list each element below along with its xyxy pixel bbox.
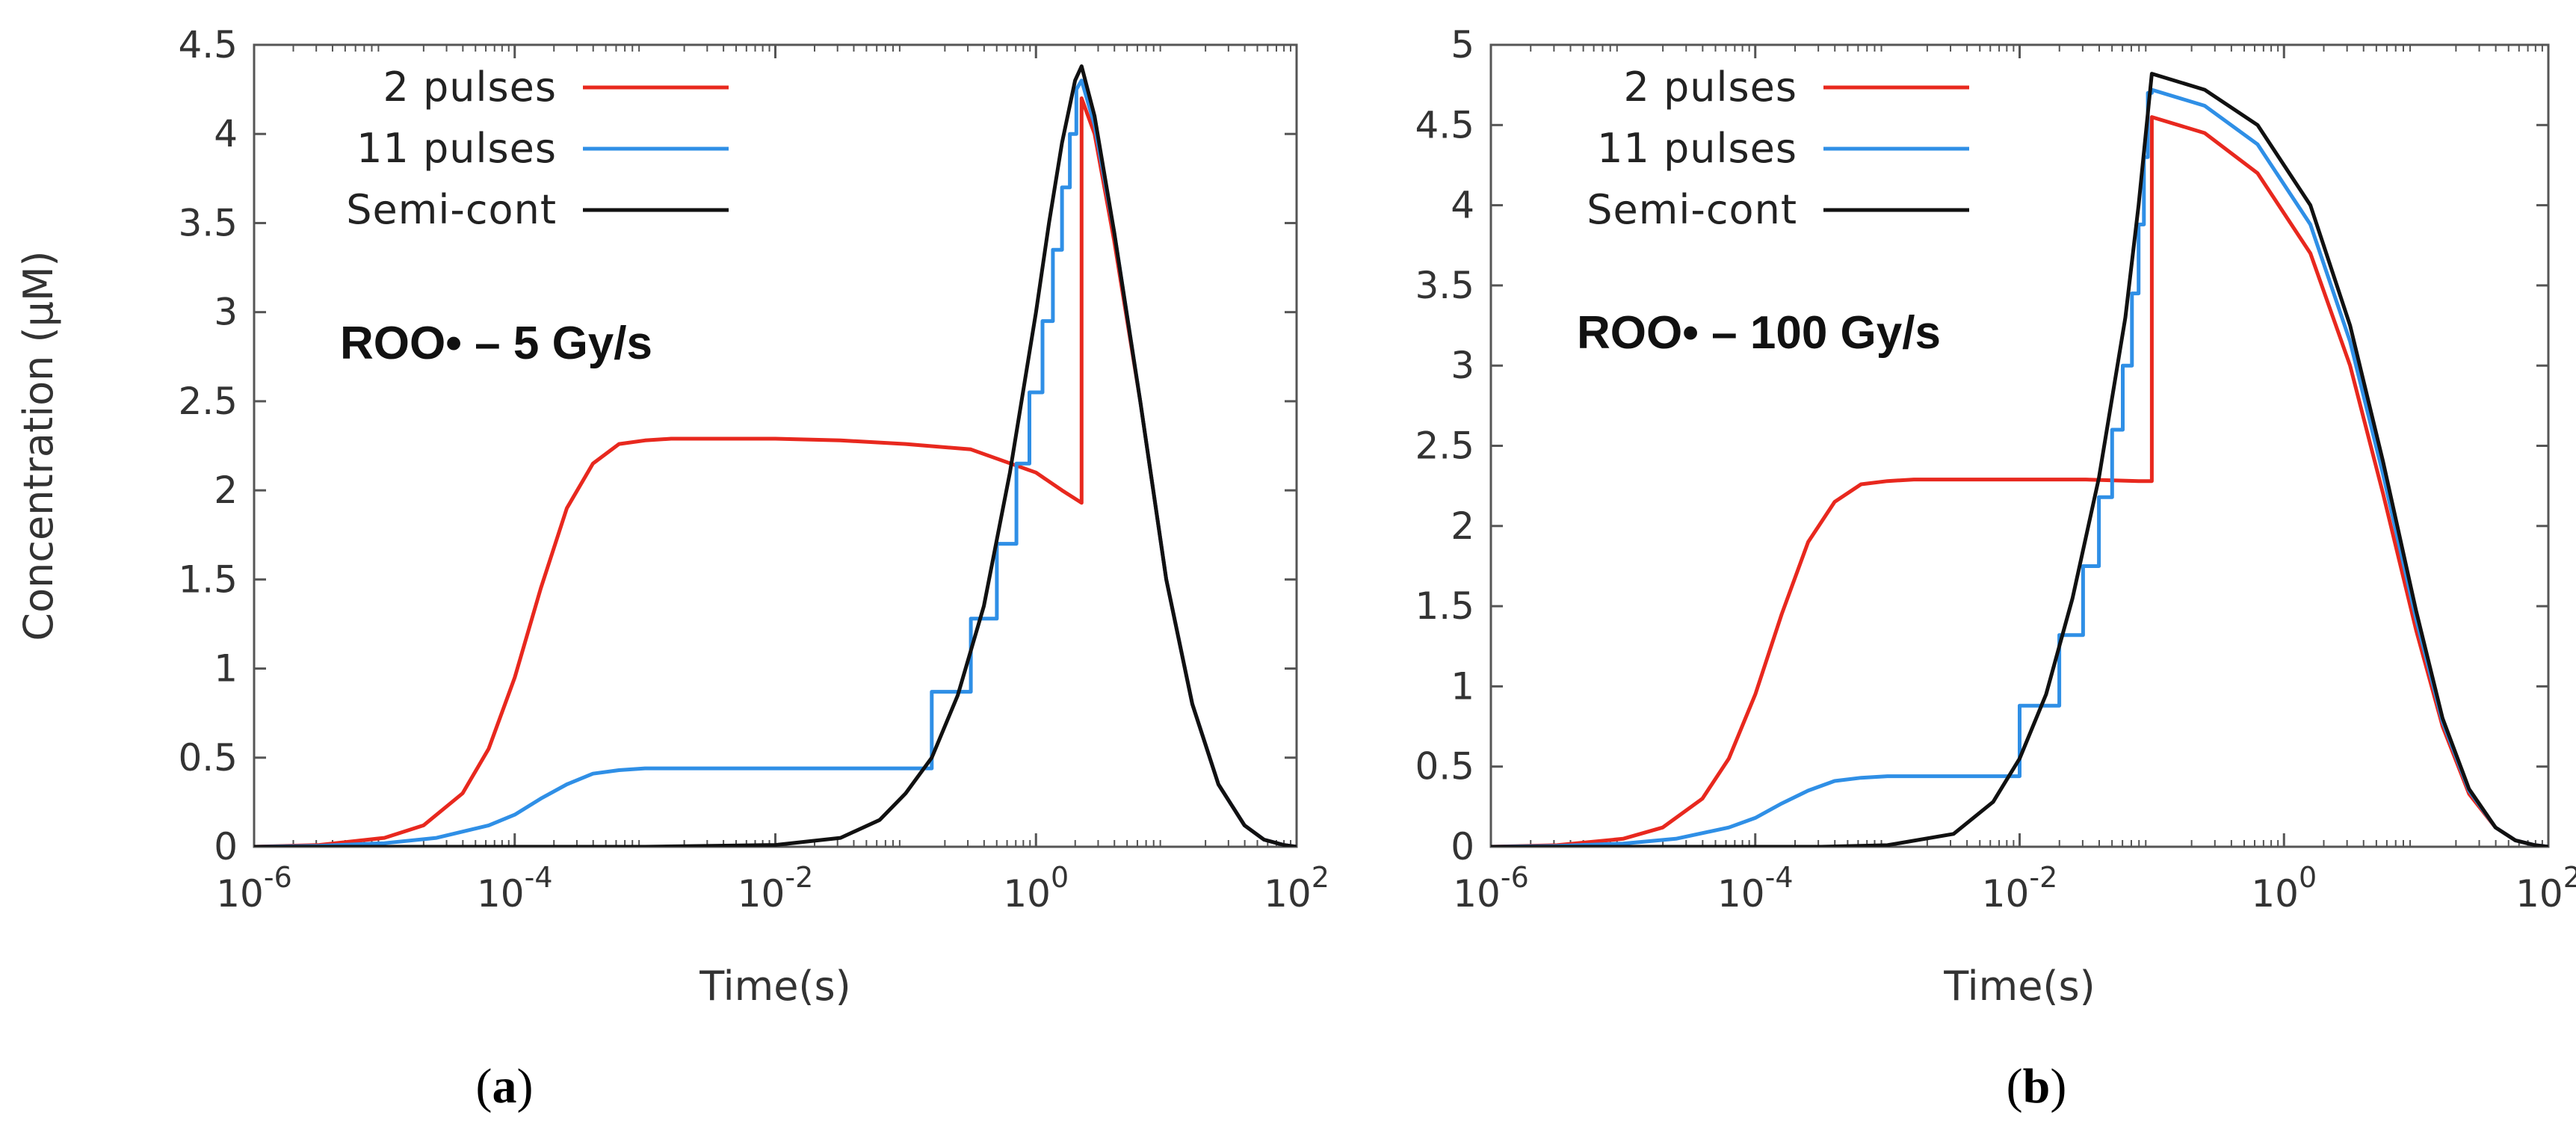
y-tick-label: 3 xyxy=(214,291,238,334)
x-tick-exponent: -4 xyxy=(525,861,553,894)
panel-label-paren: ( xyxy=(2007,1059,2023,1114)
x-tick-label: 10-2 xyxy=(1982,861,2058,916)
legend-label: 2 pulses xyxy=(1623,64,1797,111)
x-tick-exponent: -6 xyxy=(1501,861,1529,894)
legend-label: Semi-cont xyxy=(1587,186,1797,233)
x-tick-exponent: -2 xyxy=(2029,861,2057,894)
x-tick-label: 100 xyxy=(1003,861,1069,916)
x-tick-base: 10 xyxy=(738,872,785,916)
panel-label: (b) xyxy=(2007,1059,2067,1114)
semi-cont-line xyxy=(254,64,1297,847)
x-tick-exponent: -4 xyxy=(1765,861,1794,894)
x-tick-label: 10-4 xyxy=(1717,861,1794,916)
x-tick-base: 10 xyxy=(1003,872,1051,916)
x-tick-base: 10 xyxy=(1717,872,1765,916)
legend-label: 2 pulses xyxy=(383,64,557,111)
x-tick-label: 10-6 xyxy=(216,861,292,916)
y-tick-label: 3.5 xyxy=(178,201,238,244)
y-tick-label: 1 xyxy=(214,647,238,691)
x-tick-base: 10 xyxy=(2515,872,2563,916)
x-axis-label: Time(s) xyxy=(699,963,850,1010)
legend-label: 11 pulses xyxy=(1597,125,1797,172)
chart-annotation: ROO• – 5 Gy/s xyxy=(340,318,652,369)
y-tick-label: 2 xyxy=(1451,504,1474,548)
y-tick-label: 1.5 xyxy=(178,558,238,601)
x-tick-exponent: 0 xyxy=(2299,861,2317,894)
y-axis-label: Concentration (µM) xyxy=(15,250,62,640)
y-tick-label: 2.5 xyxy=(1415,425,1474,468)
y-tick-label: 0.5 xyxy=(178,736,238,779)
x-tick-exponent: -6 xyxy=(264,861,292,894)
panel-a: 00.511.522.533.544.510-6 10-4 10-2 100 102Ti… xyxy=(15,23,1329,1114)
y-tick-label: 3 xyxy=(1451,344,1474,387)
y-tick-label: 0 xyxy=(214,825,238,868)
x-axis-label: Time(s) xyxy=(1943,963,2095,1010)
y-tick-label: 2 xyxy=(214,469,238,512)
panel-label-letter: b xyxy=(2023,1059,2051,1114)
semi-cont-line xyxy=(1491,72,2548,847)
y-tick-label: 2.5 xyxy=(178,380,238,423)
panel-label-paren: ( xyxy=(476,1059,492,1114)
x-tick-base: 10 xyxy=(216,872,264,916)
y-tick-label: 1.5 xyxy=(1415,584,1474,628)
x-tick-label: 100 xyxy=(2251,861,2317,916)
y-tick-label: 5 xyxy=(1451,23,1474,67)
y-tick-label: 4.5 xyxy=(1415,103,1474,146)
x-tick-label: 10-4 xyxy=(477,861,553,916)
y-tick-label: 4 xyxy=(214,112,238,155)
legend-label: 11 pulses xyxy=(356,125,557,172)
y-tick-label: 3.5 xyxy=(1415,264,1474,307)
x-tick-exponent: 2 xyxy=(2563,861,2576,894)
legend-label: Semi-cont xyxy=(346,186,557,233)
x-tick-label: 102 xyxy=(1264,861,1329,916)
x-tick-base: 10 xyxy=(477,872,525,916)
y-tick-label: 0 xyxy=(1451,825,1474,868)
panel-label: (a) xyxy=(476,1059,534,1114)
x-tick-label: 102 xyxy=(2515,861,2576,916)
x-tick-label: 10-2 xyxy=(738,861,814,916)
x-tick-exponent: 2 xyxy=(1312,861,1329,894)
y-tick-label: 4 xyxy=(1451,184,1474,227)
y-tick-label: 0.5 xyxy=(1415,745,1474,788)
y-tick-label: 4.5 xyxy=(178,23,238,67)
x-tick-label: 10-6 xyxy=(1453,861,1529,916)
x-tick-base: 10 xyxy=(1982,872,2030,916)
11-pulses-line xyxy=(1491,87,2548,847)
x-tick-base: 10 xyxy=(1453,872,1501,916)
panel-label-letter: a xyxy=(492,1059,517,1114)
x-tick-base: 10 xyxy=(1264,872,1312,916)
panel-label-paren: ) xyxy=(2050,1059,2066,1114)
chart-annotation: ROO• – 100 Gy/s xyxy=(1577,307,1941,359)
panel-label-paren: ) xyxy=(517,1059,534,1114)
x-tick-exponent: 0 xyxy=(1051,861,1069,894)
x-tick-base: 10 xyxy=(2251,872,2299,916)
x-tick-exponent: -2 xyxy=(785,861,813,894)
y-tick-label: 1 xyxy=(1451,664,1474,708)
